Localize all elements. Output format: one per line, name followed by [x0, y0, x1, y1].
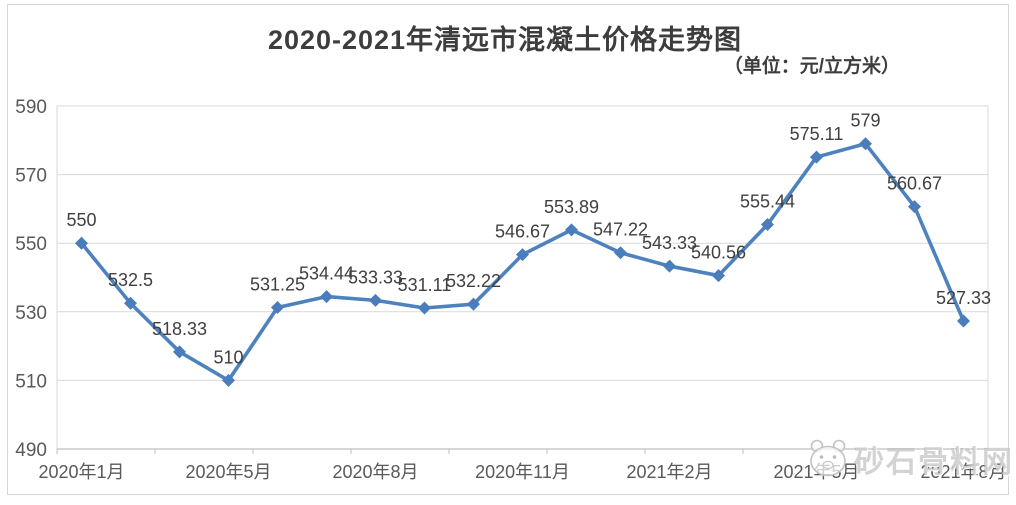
data-point-marker [74, 236, 89, 250]
data-label: 547.22 [593, 220, 648, 240]
data-label: 531.11 [398, 275, 452, 295]
x-axis-tick-label: 2021年5月 [773, 462, 859, 482]
image-frame [7, 4, 1009, 495]
x-axis-tick-label: 2020年8月 [332, 462, 418, 482]
x-axis-tick-label: 2020年11月 [475, 462, 570, 482]
data-point-marker [956, 314, 971, 328]
data-label: 510 [213, 347, 243, 367]
data-point-marker [662, 259, 677, 273]
data-label: 555.44 [740, 192, 795, 212]
y-axis-tick-label: 490 [15, 440, 47, 461]
data-point-marker [221, 373, 236, 387]
data-label: 518.33 [152, 319, 207, 339]
x-axis-tick-label: 2020年1月 [38, 462, 124, 482]
data-label: 532.5 [108, 270, 153, 290]
data-label: 543.33 [642, 233, 697, 253]
data-label: 579 [850, 111, 880, 131]
data-point-marker [809, 150, 824, 164]
data-point-marker [515, 248, 530, 262]
plot-border [56, 105, 989, 450]
y-axis-tick-label: 590 [15, 97, 47, 118]
data-point-marker [858, 137, 873, 151]
data-point-marker [319, 290, 334, 304]
data-point-marker [417, 301, 432, 315]
data-point-marker [270, 301, 285, 315]
y-axis-tick-label: 530 [15, 303, 47, 324]
data-point-marker [368, 293, 383, 307]
data-label: 531.25 [250, 275, 305, 295]
data-label: 553.89 [544, 197, 599, 217]
data-label: 532.22 [446, 271, 501, 291]
data-label: 540.56 [691, 243, 746, 263]
data-label: 546.67 [495, 222, 550, 242]
x-axis-tick-label: 2021年2月 [626, 462, 712, 482]
data-label: 575.11 [790, 124, 844, 144]
data-label: 560.67 [887, 174, 942, 194]
data-point-marker [466, 297, 481, 311]
y-axis-tick-label: 570 [15, 166, 47, 187]
x-axis-tick-label: 2020年5月 [185, 462, 271, 482]
data-point-marker [613, 246, 628, 260]
data-label: 534.44 [299, 264, 354, 284]
price-line [79, 141, 966, 383]
chart-unit-label: （单位：元/立方米） [723, 56, 900, 77]
y-axis-tick-label: 510 [15, 371, 47, 392]
x-axis-tick-label: 2021年8月 [920, 462, 1006, 482]
data-point-marker [760, 218, 775, 232]
data-label: 527.33 [936, 288, 991, 308]
data-point-marker [123, 296, 138, 310]
data-label: 533.33 [348, 267, 403, 287]
data-point-marker [564, 223, 579, 237]
data-label: 550 [66, 210, 96, 230]
chart-title: 2020-2021年清远市混凝土价格走势图 [267, 25, 743, 55]
data-point-marker [907, 200, 922, 214]
data-point-marker [711, 269, 726, 283]
data-point-marker [172, 345, 187, 359]
y-axis-tick-label: 550 [15, 234, 47, 255]
